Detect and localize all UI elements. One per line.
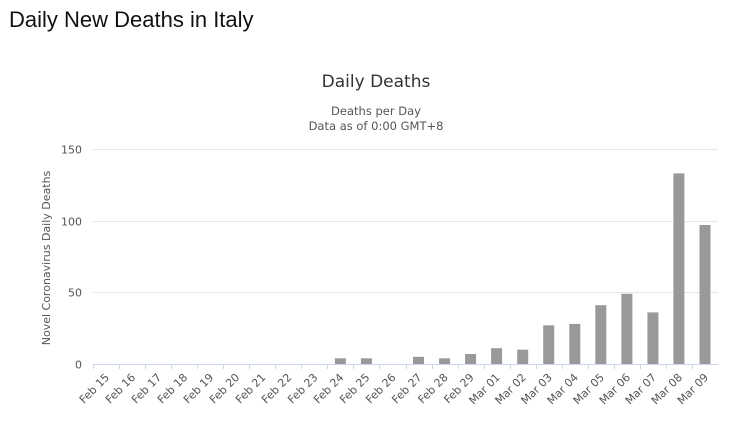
y-tick-label: 0 <box>75 359 82 372</box>
y-tick-label: 150 <box>61 144 82 157</box>
bar-mar-03[interactable] <box>543 325 555 364</box>
y-tick-label: 100 <box>61 216 82 229</box>
bar-mar-09[interactable] <box>699 225 711 364</box>
bar-mar-02[interactable] <box>517 349 529 364</box>
chart-title: Daily Deaths <box>322 72 431 92</box>
bar-feb-28[interactable] <box>439 358 451 364</box>
chart-subtitle-line-2: Data as of 0:00 GMT+8 <box>309 119 444 133</box>
bar-mar-01[interactable] <box>491 348 503 364</box>
grid-lines <box>93 149 718 369</box>
bar-mar-06[interactable] <box>621 293 633 364</box>
bar-mar-07[interactable] <box>647 312 659 364</box>
bars <box>334 173 711 364</box>
bar-mar-04[interactable] <box>569 323 581 364</box>
chart-subtitle-line-1: Deaths per Day <box>331 104 421 118</box>
bar-feb-24[interactable] <box>334 358 346 364</box>
y-tick-label: 50 <box>68 287 82 300</box>
y-axis-title: Novel Coronavirus Daily Deaths <box>40 170 53 345</box>
y-tick-labels: 0 50 100 150 <box>61 144 82 372</box>
bar-mar-08[interactable] <box>673 173 685 364</box>
bar-feb-25[interactable] <box>360 358 372 364</box>
page-heading: Daily New Deaths in Italy <box>9 7 254 32</box>
bar-feb-27[interactable] <box>413 356 424 364</box>
bar-mar-05[interactable] <box>595 305 607 364</box>
bar-feb-29[interactable] <box>465 354 477 364</box>
